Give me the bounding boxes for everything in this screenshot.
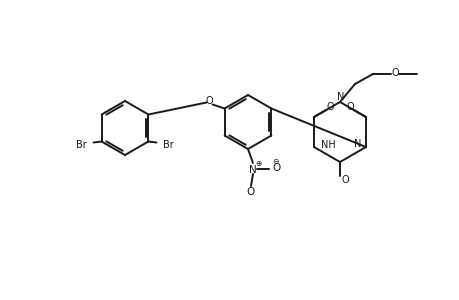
Text: O: O — [390, 68, 398, 78]
Text: NH: NH — [320, 140, 335, 150]
Text: O: O — [345, 102, 353, 112]
Text: N: N — [353, 139, 361, 149]
Text: O: O — [246, 187, 255, 197]
Text: Br: Br — [162, 140, 174, 151]
Text: O: O — [341, 175, 348, 185]
Text: N: N — [336, 92, 344, 102]
Text: ⊕: ⊕ — [254, 160, 261, 169]
Text: O: O — [272, 163, 280, 173]
Text: Br: Br — [76, 140, 87, 151]
Text: O: O — [325, 102, 333, 112]
Text: O: O — [205, 97, 213, 106]
Text: N: N — [249, 165, 256, 175]
Text: ⊖: ⊖ — [271, 157, 278, 166]
